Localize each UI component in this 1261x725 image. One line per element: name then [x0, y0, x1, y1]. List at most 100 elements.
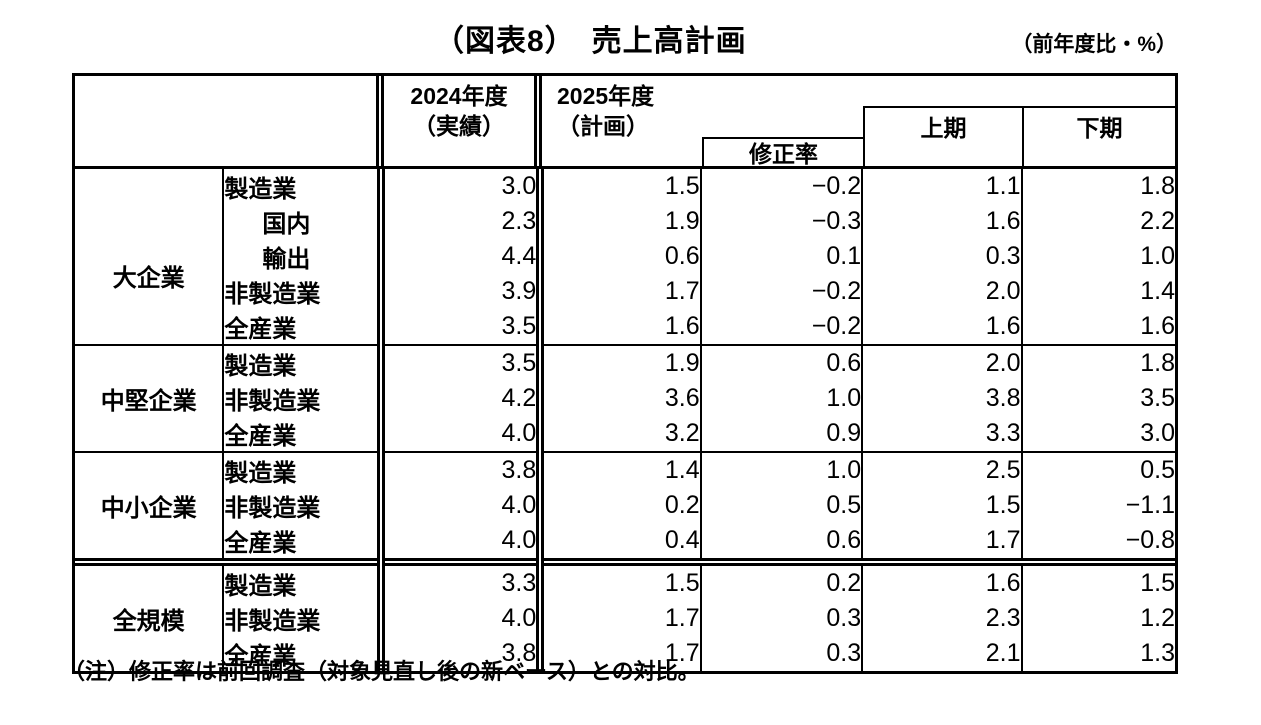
value-cell: 0.3	[700, 636, 864, 671]
value-cell: −0.2	[700, 169, 864, 204]
table-row: 中小企業 製造業 3.8 1.4 1.0 2.5 0.5	[75, 451, 1175, 562]
value-cell: 1.4	[540, 451, 702, 488]
header-revision-rate: 修正率	[702, 137, 863, 169]
industry-label: 国内	[262, 211, 311, 238]
value-cell: −0.2	[700, 309, 864, 345]
value-cell: 0.6	[700, 523, 864, 562]
value-cell: 3.5	[1140, 384, 1175, 412]
header-fy2025: 2025年度 （計画）	[557, 81, 767, 141]
value-cell: 2.3	[862, 601, 1023, 636]
value-cell: −1.1	[1125, 491, 1175, 519]
value-cell: 1.7	[540, 636, 702, 671]
value-cell: 1.1	[862, 169, 1023, 204]
value-cell: 3.2	[540, 416, 702, 452]
value-cell: 1.0	[700, 381, 864, 416]
value-cell: 1.5	[540, 169, 702, 204]
value-cell: 3.9	[376, 274, 545, 309]
value-cell: 1.2	[1140, 604, 1175, 632]
value-cell: 4.2	[376, 381, 545, 416]
industry-label: 非製造業	[224, 281, 321, 308]
value-cell: −0.3	[700, 204, 864, 239]
table-row: 全産業 4.0 0.4 0.6 1.7 −0.8	[75, 523, 1175, 562]
table-row: 大企業 製造業 3.0 1.5 −0.2 1.1 1.8	[75, 169, 1175, 345]
group-label: 中小企業	[75, 451, 225, 562]
group-label: 中堅企業	[75, 344, 225, 452]
table-row: 非製造業 4.2 3.6 1.0 3.8 3.5	[75, 381, 1175, 416]
value-cell: 1.8	[1021, 344, 1175, 381]
table-row: 輸出 4.4 0.6 0.1 0.3 1.0	[75, 239, 1175, 274]
industry-label: 非製造業	[224, 495, 321, 522]
industry-label: 製造業	[223, 558, 381, 601]
table-row: 全産業 3.5 1.6 −0.2 1.6 1.6	[75, 309, 1175, 345]
value-cell: 1.4	[1140, 277, 1175, 305]
value-cell: 1.6	[862, 558, 1023, 601]
header-fy2024-line2: （実績）	[413, 113, 505, 139]
table-body: 大企業 製造業 3.0 1.5 −0.2 1.1 1.8 国内 2.3 1.9 …	[75, 169, 1175, 671]
value-cell: 2.0	[862, 274, 1023, 309]
table-row: 非製造業 3.9 1.7 −0.2 2.0 1.4	[75, 274, 1175, 309]
industry-label: 全産業	[224, 643, 297, 670]
industry-label: 製造業	[223, 451, 381, 488]
header-first-half: 上期	[863, 106, 1022, 169]
industry-label: 非製造業	[224, 388, 321, 415]
value-cell: 3.5	[376, 309, 545, 345]
value-cell: 0.9	[700, 416, 864, 452]
header-second-half: 下期	[1022, 106, 1175, 169]
value-cell: 1.7	[540, 274, 702, 309]
value-cell: 3.3	[376, 558, 545, 601]
value-cell: 1.6	[862, 204, 1023, 239]
value-cell: −0.2	[700, 274, 864, 309]
industry-label: 全産業	[224, 530, 297, 557]
value-cell: 1.9	[540, 204, 702, 239]
value-cell: 2.5	[862, 451, 1023, 488]
value-cell: 4.4	[376, 239, 545, 274]
industry-label: 製造業	[223, 344, 381, 381]
industry-label: 全産業	[224, 423, 297, 450]
value-cell: 1.0	[700, 451, 864, 488]
value-cell: 0.2	[700, 558, 864, 601]
value-cell: 1.9	[540, 344, 702, 381]
value-cell: 2.3	[376, 204, 545, 239]
value-cell: 1.7	[540, 601, 702, 636]
value-cell: 0.5	[700, 488, 864, 523]
value-cell: 2.0	[862, 344, 1023, 381]
value-cell: 0.2	[540, 488, 702, 523]
table-row: 中堅企業 製造業 3.5 1.9 0.6 2.0 1.8	[75, 344, 1175, 452]
group-label: 大企業	[75, 169, 225, 345]
value-cell: 1.5	[1021, 558, 1175, 601]
value-cell: 4.0	[376, 416, 545, 452]
value-cell: 3.8	[376, 451, 545, 488]
value-cell: 3.3	[862, 416, 1023, 452]
industry-label: 製造業	[224, 176, 297, 203]
header-fy2024: 2024年度 （実績）	[376, 76, 542, 169]
value-cell: 0.3	[700, 601, 864, 636]
sales-plan-table: 2024年度 （実績） 2025年度 （計画） 修正率 上期 下期 大企業 製造…	[72, 73, 1178, 674]
header-fy2024-line1: 2024年度	[410, 83, 508, 109]
table-row: 全規模 製造業 3.3 1.5 0.2 1.6 1.5	[75, 558, 1175, 671]
value-cell: 1.6	[862, 309, 1023, 345]
value-cell: 2.1	[862, 636, 1023, 671]
value-cell: 4.0	[376, 523, 545, 562]
value-cell: 4.0	[376, 488, 545, 523]
value-cell: 0.6	[700, 344, 864, 381]
table-row: 全産業 3.8 1.7 0.3 2.1 1.3	[75, 636, 1175, 671]
value-cell: 0.5	[1021, 451, 1175, 488]
table-row: 非製造業 4.0 0.2 0.5 1.5 −1.1	[75, 488, 1175, 523]
group-label: 全規模	[75, 558, 225, 671]
value-cell: 3.8	[376, 636, 545, 671]
table-header: 2024年度 （実績） 2025年度 （計画） 修正率 上期 下期	[75, 76, 1175, 169]
value-cell: 0.3	[862, 239, 1023, 274]
value-cell: 1.3	[1140, 639, 1175, 667]
industry-label: 全産業	[224, 316, 297, 343]
unit-label: （前年度比・%）	[1011, 33, 1177, 56]
value-cell: −0.8	[1125, 526, 1175, 554]
industry-label: 非製造業	[224, 608, 321, 635]
value-cell: 1.8	[1140, 172, 1175, 200]
value-cell: 3.0	[1140, 419, 1175, 447]
value-cell: 3.0	[376, 169, 545, 204]
value-cell: 1.7	[862, 523, 1023, 562]
page-title: （図表8） 売上高計画	[434, 25, 747, 58]
value-cell: 1.6	[540, 309, 702, 345]
table-row: 非製造業 4.0 1.7 0.3 2.3 1.2	[75, 601, 1175, 636]
